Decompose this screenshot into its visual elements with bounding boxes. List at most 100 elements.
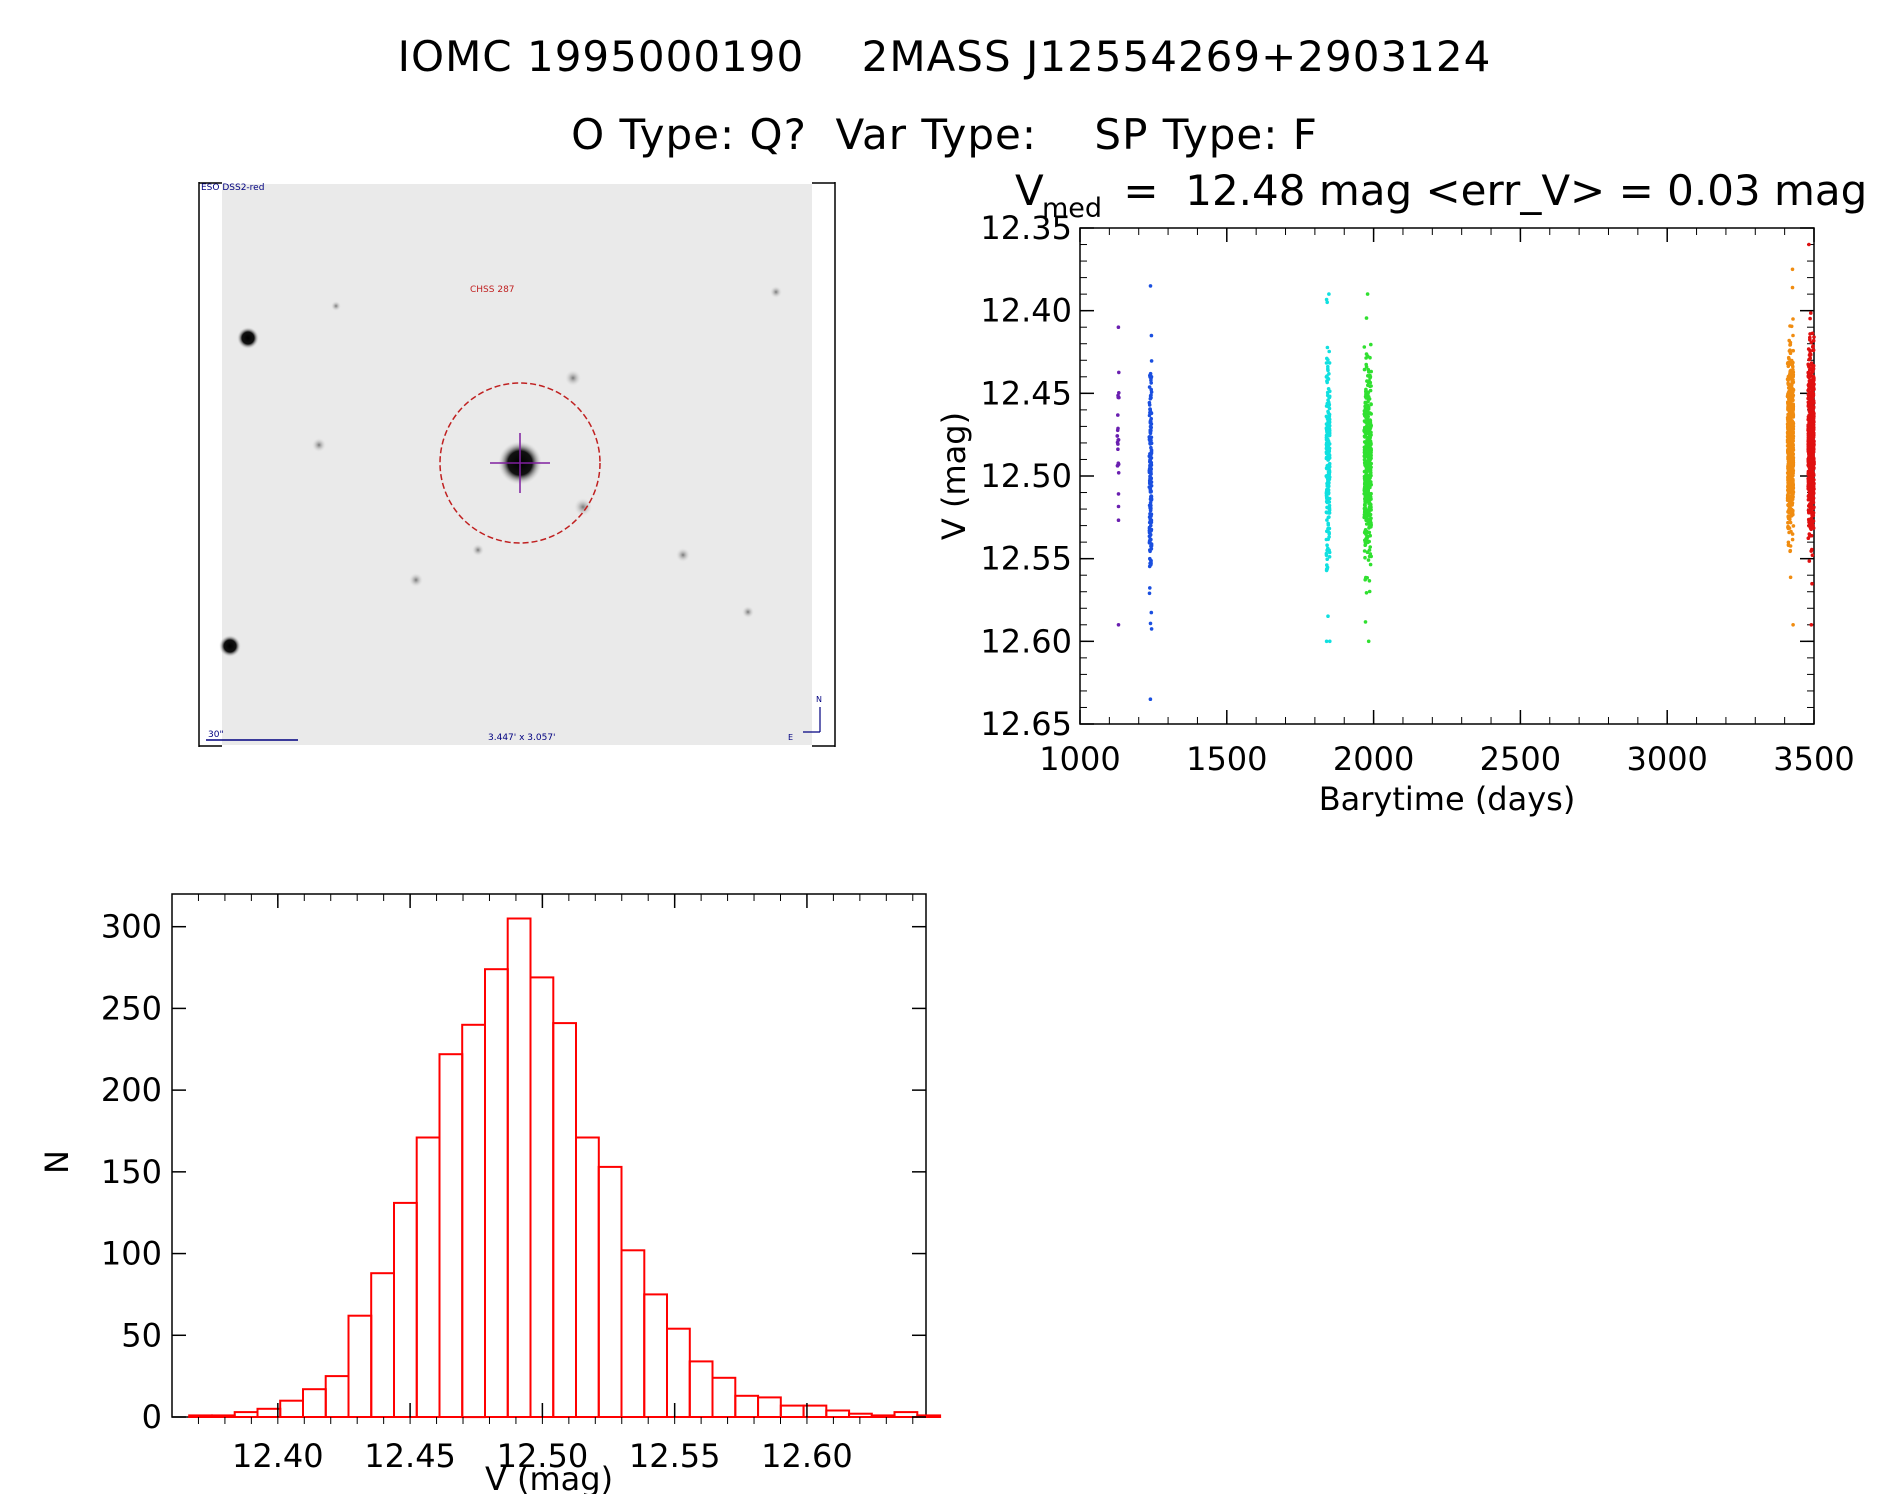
lc-point: [1807, 520, 1811, 524]
lc-series: [1362, 292, 1373, 644]
lc-point: [1809, 397, 1814, 402]
lc-point: [1147, 403, 1152, 407]
lc-y-tick-label: 12.55: [980, 540, 1072, 578]
hist-plot-frame: [171, 893, 927, 1418]
lc-point: [1811, 379, 1816, 383]
lc-point: [1788, 506, 1792, 510]
lc-point: [1362, 549, 1367, 553]
lc-y-axis-label: V (mag): [935, 412, 973, 540]
object-label: CHSS 287: [470, 285, 515, 295]
lc-point: [1324, 375, 1329, 379]
lc-point: [1363, 540, 1368, 544]
lc-x-tick-label: 3500: [1773, 740, 1854, 778]
lc-point: [1367, 526, 1371, 530]
lc-point: [1364, 496, 1368, 500]
lc-point: [1791, 404, 1796, 409]
lc-point: [1789, 386, 1793, 391]
hist-bar: [552, 1022, 578, 1418]
lc-point: [1363, 506, 1367, 510]
lc-point: [1785, 417, 1790, 422]
hist-x-tick-label: 12.50: [497, 1437, 589, 1475]
lc-point: [1327, 532, 1331, 536]
hist-bar: [529, 976, 555, 1419]
lc-point: [1116, 471, 1121, 475]
hist-x-tick-label: 12.55: [629, 1437, 721, 1475]
lc-point: [1327, 425, 1331, 429]
lc-point: [1808, 510, 1813, 515]
hist-y-tick-label: 100: [101, 1235, 162, 1273]
lc-point: [1807, 559, 1812, 563]
lc-point: [1809, 361, 1814, 365]
lc-point: [1810, 488, 1814, 493]
lc-point: [1365, 420, 1369, 425]
lc-point: [1809, 391, 1814, 396]
lc-point: [1786, 392, 1790, 397]
lc-point: [1807, 434, 1812, 439]
lc-point: [1368, 450, 1372, 455]
lc-point: [1789, 511, 1793, 515]
lc-point: [1812, 491, 1816, 496]
lc-point: [1812, 335, 1816, 339]
histogram-chart: 12.40 12.45 12.50 12.55 12.60 0 50 100 150 200 250…: [38, 860, 960, 1498]
lc-series: [1324, 292, 1332, 644]
lc-point: [1789, 443, 1794, 448]
lc-point: [1811, 344, 1815, 348]
lc-point: [1116, 447, 1120, 452]
lc-point: [1324, 446, 1329, 451]
lc-point: [1364, 387, 1368, 392]
hist-bar: [279, 1399, 304, 1419]
lc-point: [1116, 413, 1120, 417]
lc-point: [1149, 381, 1153, 385]
lc-point: [1362, 457, 1367, 462]
lc-point: [1367, 579, 1372, 583]
lc-point: [1791, 333, 1795, 338]
lc-point: [1790, 424, 1794, 429]
lc-plot-frame: [1079, 227, 1815, 725]
hist-bars: [188, 917, 942, 1419]
lc-point: [1368, 495, 1373, 499]
lc-point: [1806, 395, 1811, 400]
lc-point: [1148, 397, 1153, 401]
lc-x-tick-label: 2000: [1333, 740, 1414, 778]
hist-y-tick-label: 200: [101, 1071, 162, 1109]
light-curve-title: V med = 12.48 mag <err_V> = 0.03 mag: [1015, 166, 1867, 224]
lc-point: [1811, 348, 1816, 352]
lc-point: [1811, 482, 1815, 487]
lc-point: [1810, 369, 1815, 374]
lc-point: [1326, 474, 1331, 479]
lc-point: [1116, 462, 1121, 467]
lc-point: [1365, 403, 1370, 407]
lc-point: [1368, 457, 1372, 461]
lc-point: [1369, 424, 1373, 429]
lc-point: [1148, 284, 1153, 288]
lc-point: [1811, 363, 1816, 368]
lc-point: [1809, 428, 1814, 432]
lc-point: [1807, 368, 1812, 372]
lc-point: [1364, 365, 1369, 369]
lc-point: [1789, 497, 1794, 502]
lc-point: [1326, 521, 1330, 526]
lc-point: [1364, 444, 1368, 449]
lc-point: [1363, 435, 1367, 439]
lc-point: [1149, 537, 1153, 542]
lc-point: [1148, 458, 1152, 462]
lc-point: [1328, 639, 1332, 644]
size-label: 3.447' x 3.057': [488, 733, 556, 743]
lc-point: [1807, 472, 1811, 476]
lc-point: [1808, 444, 1813, 449]
lc-point: [1363, 577, 1367, 582]
lc-point: [1148, 697, 1153, 701]
lc-point: [1788, 480, 1793, 485]
lc-point: [1787, 406, 1792, 411]
lc-point: [1326, 482, 1330, 486]
field-star: [312, 438, 326, 452]
lc-point: [1326, 368, 1330, 373]
hist-bar: [461, 1023, 487, 1419]
lc-point: [1327, 506, 1332, 511]
lc-point: [1366, 534, 1370, 539]
lc-point: [1366, 499, 1370, 504]
lc-point: [1810, 553, 1815, 557]
lc-point: [1808, 349, 1812, 354]
lc-point: [1149, 438, 1153, 443]
lc-point: [1790, 537, 1795, 542]
